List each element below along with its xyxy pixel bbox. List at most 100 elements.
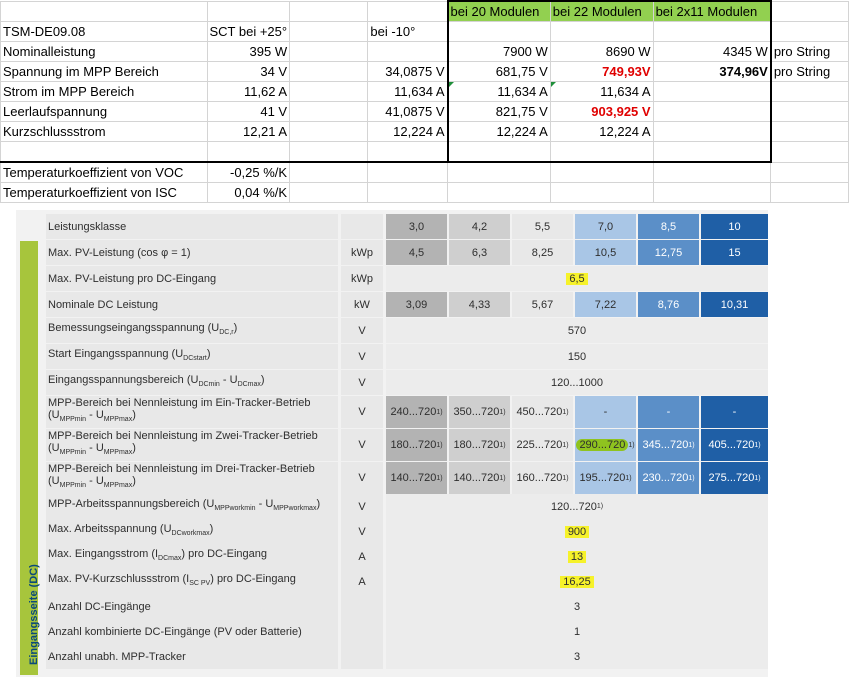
label-text: Max. PV-Kurzschlussstrom (ISC PV) pro DC… (48, 573, 296, 590)
temp-value[interactable]: 0,04 %/K (206, 182, 291, 203)
label-text: MPP-Bereich bei Nennleistung im Ein-Trac… (48, 397, 310, 426)
cell[interactable] (367, 182, 448, 203)
row-label[interactable]: Leerlaufspannung (0, 101, 208, 122)
value-20[interactable]: 821,75 V (446, 101, 551, 122)
value-25[interactable]: 395 W (206, 41, 291, 62)
cell[interactable] (289, 182, 369, 203)
cell[interactable] (770, 21, 849, 42)
cell[interactable] (770, 141, 849, 163)
cell[interactable] (367, 0, 448, 22)
spec-row: MPP-Arbeitsspannungsbereich (UMPPworkmin… (43, 494, 768, 519)
side-label: Eingangsseite (DC) (28, 564, 40, 665)
value-2x11[interactable] (652, 101, 772, 122)
temp-label[interactable]: Temperaturkoeffizient von VOC (0, 161, 208, 183)
row-label[interactable]: Spannung im MPP Bereich (0, 61, 208, 82)
cell[interactable] (0, 141, 208, 163)
spec-row-label: Start Eingangsspannung (UDCstart) (46, 344, 338, 369)
cell[interactable] (289, 141, 369, 163)
value-minus10[interactable]: 34,0875 V (367, 61, 448, 82)
value-25[interactable]: 34 V (206, 61, 291, 82)
spec-span-value: 900 (386, 519, 768, 544)
spec-cell-value: 405...720 (708, 439, 755, 451)
label-sub: MPPmin (59, 416, 87, 424)
spec-cell-value: - (603, 406, 608, 418)
cell[interactable] (549, 21, 654, 42)
value-20[interactable]: 681,75 V (446, 61, 551, 82)
spec-row-label: Anzahl kombinierte DC-Eingänge (PV oder … (46, 619, 338, 644)
value-25[interactable]: 12,21 A (206, 121, 291, 142)
value-22[interactable]: 8690 W (549, 41, 654, 62)
temp-value[interactable]: -0,25 %/K (206, 161, 291, 183)
cell[interactable] (549, 141, 654, 163)
spec-row: Bemessungseingangsspannung (UDC,r) V 570 (43, 318, 768, 343)
value-20[interactable]: 12,224 A (446, 121, 551, 142)
col-b-header[interactable]: SCT bei +25° (206, 21, 291, 42)
spec-cell-value: 10,5 (594, 246, 617, 259)
cell[interactable] (289, 21, 369, 42)
cell[interactable] (289, 41, 369, 62)
note[interactable] (770, 101, 849, 122)
value-minus10[interactable] (367, 41, 448, 62)
cell[interactable] (549, 161, 654, 183)
note[interactable]: pro String (770, 61, 849, 82)
cell[interactable] (549, 182, 654, 203)
value-20[interactable]: 7900 W (446, 41, 551, 62)
row-label[interactable]: Kurzschlussstrom (0, 121, 208, 142)
cell[interactable] (289, 0, 369, 22)
cell[interactable] (447, 161, 551, 183)
cell[interactable] (652, 182, 772, 203)
note[interactable] (770, 121, 849, 142)
value-22[interactable]: 749,93V (549, 61, 654, 82)
cell[interactable] (446, 141, 551, 163)
value-minus10[interactable]: 11,634 A (367, 81, 448, 102)
value-20[interactable]: 11,634 A (446, 81, 551, 102)
spec-cell: 195...720 1) (575, 462, 636, 494)
value-2x11[interactable] (652, 81, 772, 102)
cell[interactable] (206, 141, 291, 163)
col-d-header[interactable]: bei -10° (367, 21, 448, 42)
label-sub: MPPmax (103, 416, 133, 424)
header-2x11-modules[interactable]: bei 2x11 Modulen (652, 0, 772, 22)
cell[interactable] (446, 21, 551, 42)
cell[interactable] (206, 0, 291, 22)
note[interactable] (770, 81, 849, 102)
cell[interactable] (652, 21, 772, 42)
header-20-modules[interactable]: bei 20 Modulen (446, 0, 551, 22)
value-22[interactable]: 903,925 V (549, 101, 654, 122)
cell[interactable] (0, 0, 208, 22)
header-22-modules[interactable]: bei 22 Modulen (549, 0, 654, 22)
cell[interactable] (289, 101, 369, 122)
note[interactable]: pro String (770, 41, 849, 62)
value-25[interactable]: 41 V (206, 101, 291, 122)
cell[interactable] (289, 61, 369, 82)
cell[interactable] (770, 0, 849, 22)
temp-label[interactable]: Temperaturkoeffizient von ISC (0, 182, 208, 203)
module-name[interactable]: TSM-DE09.08 (0, 21, 208, 42)
value-minus10[interactable]: 12,224 A (367, 121, 448, 142)
spec-cell-value: 350...720 (453, 406, 500, 418)
cell[interactable] (289, 161, 369, 183)
value-22[interactable]: 11,634 A (549, 81, 654, 102)
cell[interactable] (652, 141, 772, 163)
value-25[interactable]: 11,62 A (206, 81, 291, 102)
value-22[interactable]: 12,224 A (549, 121, 654, 142)
cell[interactable] (447, 182, 551, 203)
row-label[interactable]: Strom im MPP Bereich (0, 81, 208, 102)
cell[interactable] (289, 81, 369, 102)
spec-span-value: 3 (386, 644, 768, 669)
spec-cell-value: 180...720 (390, 439, 437, 451)
spec-row-label: Anzahl unabh. MPP-Tracker (46, 644, 338, 669)
cell[interactable] (367, 141, 448, 163)
spec-unit: V (341, 462, 383, 494)
cell[interactable] (289, 121, 369, 142)
cell[interactable] (770, 161, 849, 183)
label-main: Eingangsspannungsbereich (U (48, 373, 199, 386)
row-label[interactable]: Nominalleistung (0, 41, 208, 62)
value-2x11[interactable] (652, 121, 772, 142)
cell[interactable] (652, 161, 772, 183)
value-minus10[interactable]: 41,0875 V (367, 101, 448, 122)
value-2x11[interactable]: 4345 W (652, 41, 772, 62)
cell[interactable] (367, 161, 448, 183)
cell[interactable] (770, 182, 849, 203)
value-2x11[interactable]: 374,96V (652, 61, 772, 82)
